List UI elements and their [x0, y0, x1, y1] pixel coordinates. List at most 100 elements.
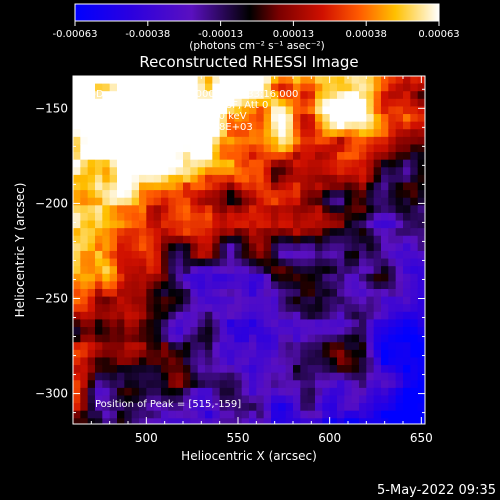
heatmap-cell	[227, 83, 235, 92]
heatmap-cell	[117, 372, 125, 381]
heatmap-cell	[381, 342, 389, 351]
heatmap-cell	[293, 273, 301, 282]
heatmap-cell	[388, 205, 397, 214]
heatmap-cell	[153, 228, 162, 237]
heatmap-cell	[337, 243, 345, 252]
heatmap-cell	[322, 395, 331, 404]
heatmap-cell	[161, 403, 169, 412]
heatmap-cell	[359, 296, 367, 305]
heatmap-cell	[139, 395, 147, 404]
heatmap-cell	[351, 372, 360, 381]
heatmap-cell	[359, 311, 367, 321]
heatmap-cell	[337, 98, 345, 108]
heatmap-cell	[197, 258, 206, 267]
heatmap-cell	[102, 98, 111, 108]
heatmap-cell	[388, 273, 397, 282]
heatmap-cell	[249, 167, 257, 176]
heatmap-cell	[146, 365, 155, 374]
heatmap-cell	[197, 304, 206, 313]
heatmap-cell	[293, 334, 301, 343]
heatmap-cell	[168, 174, 177, 184]
heatmap-cell	[410, 106, 419, 115]
heatmap-cell	[227, 258, 235, 267]
heatmap-cell	[131, 197, 140, 206]
heatmap-cell	[410, 243, 419, 252]
heatmap-cell	[175, 159, 184, 168]
heatmap-cell	[212, 281, 221, 290]
heatmap-cell	[139, 365, 147, 374]
heatmap-cell	[329, 266, 338, 275]
heatmap-cell	[161, 273, 169, 282]
heatmap-cell	[293, 296, 301, 305]
heatmap-cell	[285, 174, 294, 184]
heatmap-cell	[153, 349, 162, 359]
heatmap-cell	[161, 98, 169, 108]
heatmap-cell	[175, 334, 184, 343]
heatmap-cell	[183, 167, 191, 176]
heatmap-cell	[124, 98, 133, 108]
heatmap-cell	[271, 76, 279, 85]
heatmap-cell	[175, 182, 184, 191]
heatmap-cell	[344, 304, 353, 313]
heatmap-cell	[80, 410, 89, 419]
heatmap-cell	[190, 106, 199, 115]
heatmap-cell	[234, 380, 243, 389]
heatmap-cell	[359, 174, 367, 184]
heatmap-cell	[256, 129, 265, 138]
heatmap-cell	[168, 250, 177, 260]
heatmap-cell	[175, 327, 184, 336]
heatmap-cell	[329, 327, 338, 336]
heatmap-cell	[256, 342, 265, 351]
heatmap-cell	[212, 220, 221, 229]
heatmap-cell	[388, 114, 397, 123]
heatmap-cell	[109, 273, 118, 282]
heatmap-cell	[359, 357, 367, 366]
heatmap-cell	[359, 190, 367, 199]
heatmap-cell	[285, 243, 294, 252]
heatmap-cell	[153, 152, 162, 161]
heatmap-cell	[146, 106, 155, 115]
heatmap-cell	[351, 220, 360, 229]
heatmap-cell	[381, 319, 389, 328]
heatmap-cell	[117, 243, 125, 252]
heatmap-cell	[249, 182, 257, 191]
heatmap-cell	[227, 311, 235, 321]
heatmap-cell	[234, 121, 243, 130]
heatmap-cell	[234, 159, 243, 168]
heatmap-cell	[175, 258, 184, 267]
heatmap-cell	[271, 311, 279, 321]
heatmap-cell	[87, 296, 96, 305]
heatmap-cell	[373, 136, 382, 146]
heatmap-cell	[161, 144, 169, 153]
heatmap-cell	[373, 410, 382, 419]
heatmap-cell	[417, 342, 425, 351]
heatmap-cell	[117, 304, 125, 313]
heatmap-cell	[131, 174, 140, 184]
heatmap-cell	[183, 190, 191, 199]
heatmap-cell	[403, 418, 411, 424]
heatmap-cell	[190, 83, 199, 92]
heatmap-cell	[403, 281, 411, 290]
heatmap-cell	[219, 98, 228, 108]
heatmap-cell	[227, 387, 235, 397]
heatmap-cell	[124, 365, 133, 374]
heatmap-cell	[271, 266, 279, 275]
heatmap-cell	[87, 281, 96, 290]
heatmap-cell	[410, 349, 419, 359]
heatmap-cell	[256, 410, 265, 419]
heatmap-cell	[271, 327, 279, 336]
heatmap-cell	[95, 212, 103, 222]
heatmap-cell	[256, 152, 265, 161]
heatmap-cell	[315, 205, 323, 214]
heatmap-cell	[366, 144, 375, 153]
heatmap-cell	[271, 403, 279, 412]
heatmap-cell	[329, 197, 338, 206]
heatmap-cell	[146, 205, 155, 214]
heatmap-cell	[219, 273, 228, 282]
heatmap-cell	[373, 129, 382, 138]
heatmap-cell	[359, 349, 367, 359]
heatmap-cell	[417, 304, 425, 313]
heatmap-cell	[87, 205, 96, 214]
heatmap-cell	[403, 174, 411, 184]
heatmap-cell	[307, 152, 316, 161]
